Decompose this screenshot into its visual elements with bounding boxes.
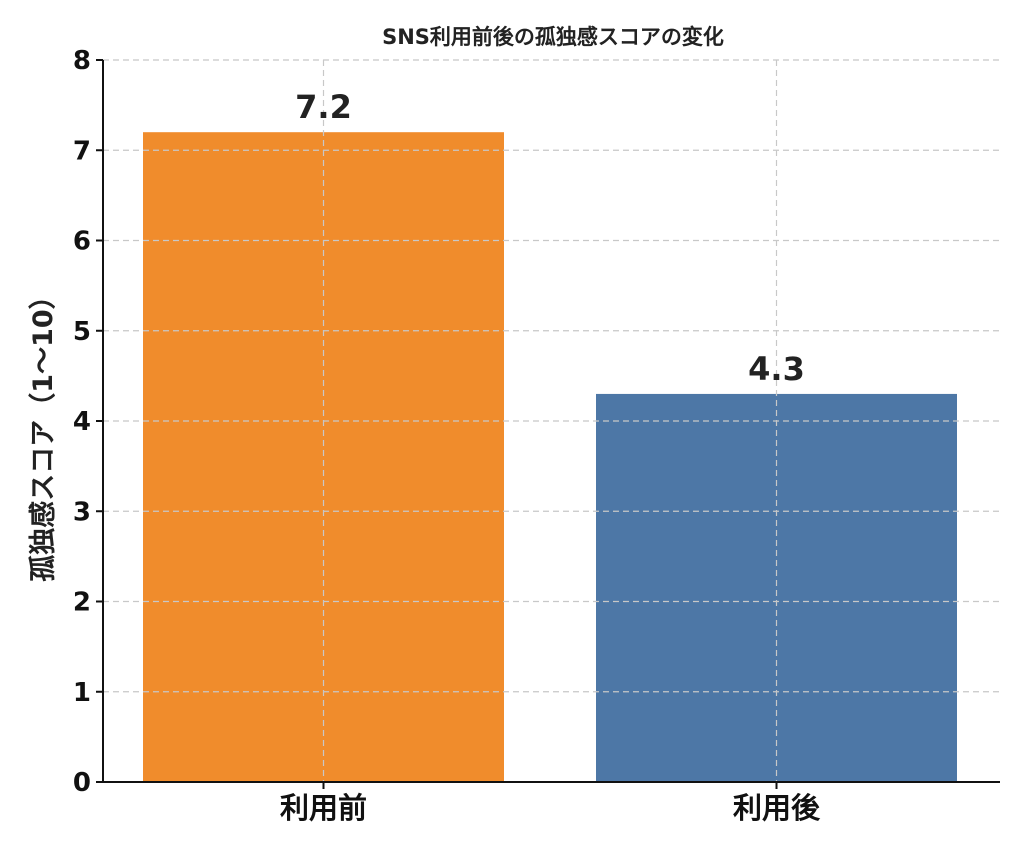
bars — [143, 132, 957, 782]
x-tick-label: 利用後 — [733, 791, 821, 825]
y-tick-label: 2 — [73, 588, 91, 618]
y-tick-label: 4 — [73, 407, 91, 437]
y-axis-label: 孤独感スコア（1〜10） — [27, 282, 59, 581]
y-tick-label: 8 — [73, 46, 91, 76]
data-label-1: 7.2 — [295, 88, 352, 126]
y-axis-ticks: 0 1 2 3 4 5 6 7 8 — [73, 46, 103, 798]
y-tick-label: 1 — [73, 678, 91, 708]
data-label-2: 4.3 — [748, 350, 805, 388]
chart-title: SNS利用前後の孤独感スコアの変化 — [382, 25, 724, 49]
grid — [103, 59, 1000, 782]
x-tick-label: 利用前 — [280, 791, 367, 825]
y-tick-label: 5 — [73, 317, 91, 347]
y-tick-label: 3 — [73, 497, 91, 527]
data-labels: 7.2 4.3 — [295, 88, 805, 388]
x-axis-ticks: 利用前 利用後 — [280, 782, 821, 825]
y-tick-label: 7 — [73, 136, 91, 166]
y-tick-label: 6 — [73, 227, 91, 257]
bar-2 — [596, 393, 957, 782]
y-tick-label: 0 — [73, 768, 91, 798]
